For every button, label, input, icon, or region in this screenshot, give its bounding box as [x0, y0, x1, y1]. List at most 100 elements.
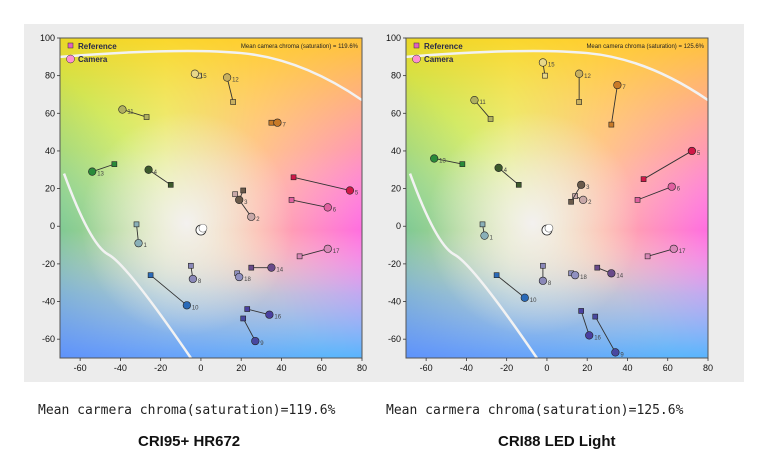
reference-point [594, 264, 601, 271]
legend-reference-marker [413, 42, 420, 49]
caption-left-sub: CRI95+ HR672 [138, 433, 241, 450]
reference-point [188, 262, 194, 269]
camera-point [667, 182, 676, 191]
y-tick-label: 60 [391, 108, 401, 118]
shift-line [496, 274, 526, 299]
white-point-marker [541, 223, 554, 236]
camera-point [575, 69, 584, 78]
caption-right-main: Mean carmera chroma(saturation)=125.6% [386, 403, 684, 418]
reference-point [288, 197, 295, 203]
reference-point [479, 221, 486, 228]
reference-point [640, 176, 647, 182]
shift-line [647, 248, 674, 257]
x-tick-label: -40 [460, 363, 473, 373]
y-tick-label: -60 [42, 334, 55, 344]
point-label: 15 [548, 62, 555, 68]
reference-point [240, 315, 247, 322]
legend-reference-label: Reference [424, 42, 463, 51]
x-tick-label: -60 [74, 363, 87, 373]
camera-point [579, 195, 588, 204]
plot-background [60, 38, 362, 358]
reference-point [167, 182, 174, 188]
reference-point [143, 114, 150, 120]
camera-point [223, 73, 232, 82]
point-label: 2 [256, 217, 260, 223]
point-label: 11 [479, 100, 486, 106]
gamut-boundary-left [408, 173, 538, 359]
legend-camera-marker [66, 54, 75, 64]
camera-point [88, 167, 97, 176]
x-tick-label: 40 [622, 363, 632, 373]
shift-line [610, 84, 618, 125]
reference-point [572, 193, 578, 199]
point-label: 9 [620, 352, 624, 358]
camera-point [235, 272, 244, 282]
reference-point [248, 264, 255, 271]
reference-point [459, 161, 466, 167]
y-tick-label: 100 [40, 33, 55, 43]
x-tick-label: 60 [317, 363, 327, 373]
reference-point [268, 119, 275, 126]
point-label: 5 [697, 151, 701, 157]
white-point-marker [195, 223, 208, 236]
camera-point [265, 310, 274, 319]
reference-point [576, 99, 582, 105]
reference-point [232, 191, 238, 198]
reference-point [147, 272, 154, 278]
x-tick-label: 80 [357, 363, 367, 373]
camera-point [345, 186, 355, 195]
point-label: 13 [97, 172, 104, 178]
chart-left: -60 -40 -20 0 20 40 60 80 100 80 60 40 20 0 -20 -40 -60 1… [40, 33, 367, 373]
y-tick-label: 80 [391, 71, 401, 81]
camera-point [247, 212, 256, 221]
caption-right-sub: CRI88 LED Light [498, 433, 616, 450]
gamut-boundary-left [62, 173, 192, 359]
reference-point [592, 313, 599, 320]
shift-line [226, 77, 234, 103]
point-label: 3 [244, 200, 248, 206]
reference-point [244, 306, 251, 312]
camera-point [687, 146, 696, 156]
x-tick-label: 40 [276, 363, 286, 373]
camera-point [273, 118, 282, 127]
point-label: 17 [333, 249, 340, 255]
legend-reference-label: Reference [78, 42, 117, 51]
point-label: 4 [154, 170, 158, 176]
camera-point [323, 203, 332, 212]
shift-line [594, 316, 616, 353]
camera-point [585, 331, 594, 340]
camera-point [607, 269, 616, 278]
y-tick-label: -40 [42, 297, 55, 307]
chroma-annotation: Mean camera chroma (saturation) = 119.6% [241, 44, 359, 50]
gamut-boundary-top [59, 49, 363, 102]
reference-point [644, 253, 651, 260]
point-label: 7 [282, 123, 286, 129]
camera-point [494, 163, 503, 172]
shift-line [148, 169, 171, 186]
shift-line [293, 176, 351, 191]
reference-point [290, 174, 297, 181]
legend-reference-marker [67, 42, 74, 49]
point-label: 10 [530, 298, 537, 304]
camera-point [480, 231, 489, 240]
reference-point [634, 197, 641, 203]
x-tick-label: 80 [703, 363, 713, 373]
reference-point [240, 187, 247, 194]
y-tick-label: 80 [45, 71, 55, 81]
x-tick-label: -20 [154, 363, 167, 373]
camera-point [235, 195, 244, 204]
y-tick-label: -20 [42, 259, 55, 269]
shift-line [434, 158, 463, 165]
shift-line [242, 318, 256, 342]
x-tick-label: -60 [420, 363, 433, 373]
plot-frame [405, 37, 709, 359]
legend-camera-label: Camera [424, 55, 454, 64]
point-label: 4 [504, 168, 508, 174]
reference-point [608, 121, 615, 128]
point-label: 10 [192, 305, 199, 311]
camera-point [669, 244, 678, 253]
y-tick-label: 20 [45, 184, 55, 194]
point-label: 1 [144, 243, 148, 249]
y-tick-label: 40 [45, 146, 55, 156]
point-label: 6 [677, 187, 681, 193]
